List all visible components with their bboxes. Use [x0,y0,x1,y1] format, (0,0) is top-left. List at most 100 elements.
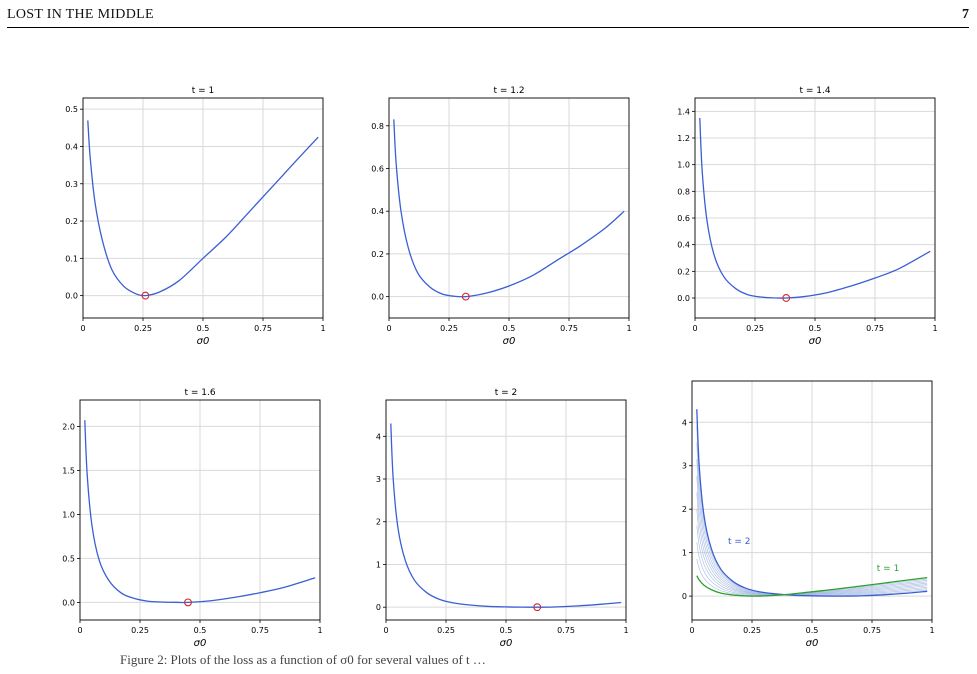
x-tick-label: 1 [623,626,628,635]
x-tick-label: 0.25 [440,324,458,333]
loss-curve-blue [696,409,928,597]
loss-curve [699,117,931,299]
minimum-marker [533,603,542,612]
x-tick-label: 0.25 [131,626,149,635]
y-tick-label: 2 [376,518,381,527]
x-tick-label: 0 [77,626,82,635]
y-tick-label: 0.8 [677,187,690,196]
y-tick-label: 1.0 [677,161,690,170]
subplot-2: 0 0.25 0.5 0.75 1 0.0 0.2 0.4 0.6 0.8 σ0 t = 1.2 [371,86,631,347]
x-tick-label: 0.75 [557,626,575,635]
y-tick-label: 0.8 [371,122,384,131]
minimum-marker [141,291,150,300]
subplot-5: 0 0.25 0.5 0.75 1 0 1 2 3 4 σ0 t = 2 [376,388,629,649]
y-tick-label: 0.2 [65,217,78,226]
y-tick-label: 0 [376,603,381,612]
x-tick-label: 0.75 [863,626,881,635]
loss-curve [390,423,622,608]
y-tick-label: 4 [376,432,381,441]
subplot-title: t = 1.6 [184,388,215,398]
y-tick-label: 0.4 [65,142,78,151]
x-tick-label: 1 [320,324,325,333]
x-tick-label: 0 [692,324,697,333]
minimum-marker [184,598,192,607]
y-tick-label: 0.1 [65,254,78,263]
x-tick-label: 0.75 [560,324,578,333]
x-axis-label: σ0 [809,336,822,347]
minimum-marker [782,294,791,302]
y-tick-label: 1 [376,560,381,569]
x-tick-label: 0 [383,626,388,635]
subplot-title: t = 2 [495,388,518,398]
x-tick-label: 0.5 [806,626,819,635]
x-tick-label: 0 [80,324,85,333]
x-tick-label: 0 [386,324,391,333]
y-tick-label: 3 [682,462,687,471]
y-tick-label: 0.4 [677,241,690,250]
subplot-title: t = 1.2 [493,86,524,96]
y-tick-label: 0.6 [371,164,384,173]
curve-annotation: t = 1 [877,564,900,574]
y-tick-label: 1 [682,549,687,558]
y-tick-label: 0.2 [677,267,690,276]
x-axis-label: σ0 [500,638,513,649]
y-tick-label: 2.0 [62,422,75,431]
y-tick-label: 0 [682,592,687,601]
subplot-4: 0 0.25 0.5 0.75 1 0.0 0.5 1.0 1.5 2.0 σ0 t = 1.6 [62,388,322,649]
y-tick-label: 0.0 [371,293,384,302]
y-tick-label: 0.5 [62,554,75,563]
y-tick-label: 1.2 [677,134,690,143]
loss-curve [393,119,625,298]
x-tick-label: 0.75 [866,324,884,333]
x-axis-label: σ0 [806,638,819,649]
loss-curve [87,120,319,297]
running-head: LOST IN THE MIDDLE 7 [7,7,969,28]
y-tick-label: 4 [682,418,687,427]
x-tick-label: 1 [932,324,937,333]
subplot-title: t = 1.4 [799,86,830,96]
x-tick-label: 0.5 [197,324,210,333]
y-tick-label: 0.0 [62,598,75,607]
x-tick-label: 0.25 [743,626,761,635]
y-tick-label: 3 [376,475,381,484]
y-tick-label: 1.5 [62,466,75,475]
y-tick-label: 0.5 [65,105,78,114]
y-tick-label: 0.0 [677,294,690,303]
y-tick-label: 0.3 [65,180,78,189]
x-axis-label: σ0 [197,336,210,347]
y-tick-label: 1.4 [677,107,690,116]
loss-curve [84,420,316,604]
x-tick-label: 1 [626,324,631,333]
subplot-6: 0 0.25 0.5 0.75 1 0 1 2 3 4 σ0 t = 2 t = 1 [682,380,935,649]
x-tick-label: 0.25 [437,626,455,635]
y-tick-label: 0.2 [371,250,384,259]
x-tick-label: 0 [689,626,694,635]
x-tick-label: 1 [317,626,322,635]
y-tick-label: 0.0 [65,292,78,301]
y-tick-label: 1.0 [62,510,75,519]
x-tick-label: 1 [929,626,934,635]
x-tick-label: 0.5 [194,626,207,635]
subplot-3: 0 0.25 0.5 0.75 1 0.0 0.2 0.4 0.6 0.8 1.0 1.2 1.4 σ0 t… [677,86,937,347]
y-tick-label: 2 [682,505,687,514]
x-tick-label: 0.25 [746,324,764,333]
subplot-1: 0 0.25 0.5 0.75 1 0.0 0.1 0.2 0.3 0.4 0.5 σ0 t = 1 [65,86,325,347]
minimum-marker [461,292,470,301]
x-tick-label: 0.5 [500,626,513,635]
x-tick-label: 0.5 [809,324,822,333]
x-tick-label: 0.5 [503,324,516,333]
x-tick-label: 0.75 [251,626,269,635]
x-tick-label: 0.75 [254,324,272,333]
loss-curve-green [696,575,928,597]
y-tick-label: 0.4 [371,207,384,216]
subplot-title: t = 1 [192,86,215,96]
y-tick-label: 0.6 [677,214,690,223]
x-axis-label: σ0 [194,638,207,649]
x-axis-label: σ0 [503,336,516,347]
x-tick-label: 0.25 [134,324,152,333]
curve-annotation: t = 2 [728,537,751,547]
figure-caption-partial: Figure 2: Plots of the loss as a functio… [120,652,486,667]
running-head-title: LOST IN THE MIDDLE [7,7,154,22]
page-number: 7 [962,7,969,22]
